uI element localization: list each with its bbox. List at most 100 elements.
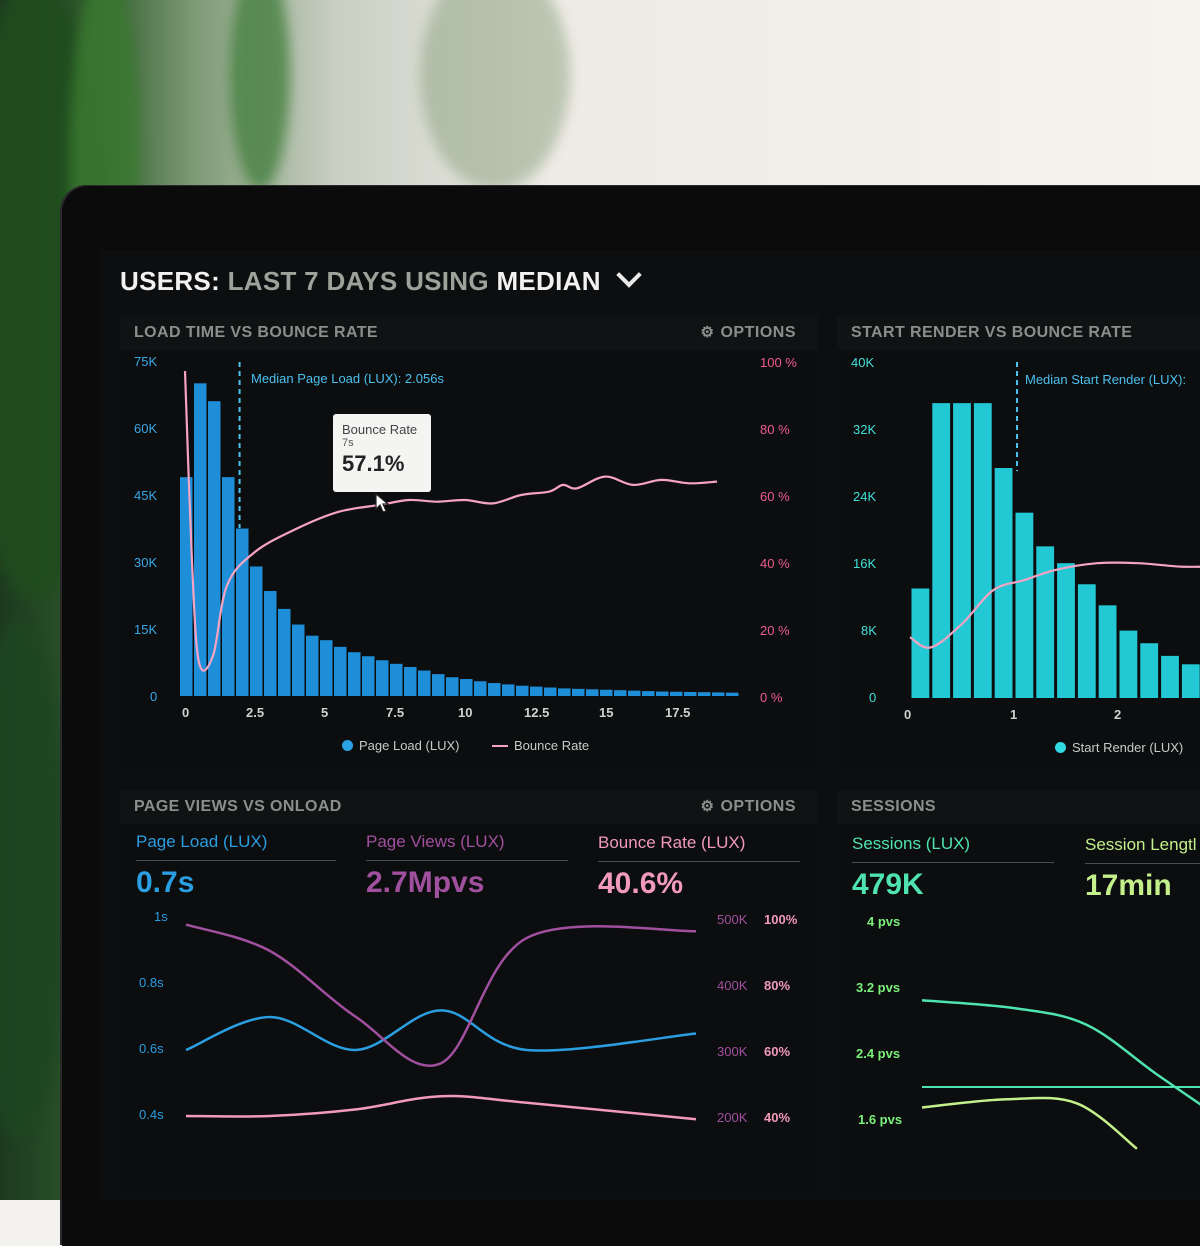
page-load-bar: [432, 674, 445, 696]
legend-line: [492, 745, 508, 747]
page-load-bar: [684, 691, 697, 696]
page-load-bar: [502, 684, 515, 696]
dashboard-title[interactable]: USERS: LAST 7 DAYS USING MEDIAN: [120, 262, 643, 297]
y-left-tick: 15K: [134, 622, 158, 637]
page-views-line: [185, 923, 697, 1067]
y-left-tick: 75K: [134, 354, 158, 369]
page-load-bar: [544, 687, 557, 696]
legend-bounce-rate[interactable]: Bounce Rate: [492, 738, 589, 753]
page-load-bar: [194, 383, 207, 696]
metric-divider: [136, 860, 336, 861]
start-render-bar: [911, 588, 930, 698]
start-render-bar: [973, 403, 992, 698]
page-load-bar: [362, 656, 375, 696]
x-tick: 0: [182, 705, 190, 720]
y-left-tick: 45K: [134, 488, 158, 503]
page-views-panel: PAGE VIEWS VS ONLOAD ⚙ OPTIONS Page Load …: [120, 790, 818, 1190]
dashboard-screen: USERS: LAST 7 DAYS USING MEDIAN LOAD TIM…: [100, 250, 1200, 1200]
start-render-bar: [932, 403, 951, 698]
legend-dot: [342, 740, 353, 751]
start-render-bar: [1057, 563, 1075, 698]
start-render-bar: [1161, 655, 1179, 698]
metric-label-page-load: Page Load (LUX): [136, 832, 268, 851]
page-load-bar: [446, 677, 459, 696]
page-views-chart: [185, 923, 697, 1121]
y-right-tick: 40 %: [760, 556, 790, 571]
start-render-bar: [1140, 643, 1159, 698]
median-annotation: Median Page Load (LUX): 2.056s: [251, 371, 444, 386]
x-tick: 12.5: [524, 705, 550, 720]
panel-title: START RENDER VS BOUNCE RATE: [837, 316, 1200, 350]
load-time-panel: LOAD TIME VS BOUNCE RATE ⚙ OPTIONS 75K 60…: [120, 316, 818, 766]
y-right-tick: 0 %: [760, 690, 783, 705]
gear-icon: ⚙: [700, 324, 715, 341]
page-load-bar: [628, 690, 641, 696]
legend-dot: [1055, 742, 1066, 753]
y-tick: 4 pvs: [867, 914, 901, 929]
metric-divider: [852, 862, 1054, 863]
page-load-bar: [530, 686, 543, 696]
page-load-bar: [600, 689, 613, 696]
y-tick: 1.6 pvs: [858, 1112, 903, 1127]
metric-value-bounce-rate: 40.6%: [598, 867, 684, 900]
y-right-tick: 60%: [764, 1044, 791, 1059]
start-render-bar: [953, 403, 971, 698]
plant-leaf: [420, 0, 570, 190]
y-right-tick: 100%: [764, 912, 798, 927]
y-right-tick: 80%: [764, 978, 791, 993]
page-load-line: [185, 1009, 697, 1052]
gear-icon: ⚙: [700, 798, 715, 815]
y-left-tick: 40K: [851, 355, 875, 370]
stat-selector: MEDIAN: [496, 266, 601, 296]
panel-title: SESSIONS: [837, 790, 1200, 824]
page-load-bar: [320, 640, 333, 696]
y-left-tick: 24K: [853, 489, 877, 504]
x-tick: 2: [1114, 707, 1122, 722]
options-button[interactable]: ⚙ OPTIONS: [701, 790, 796, 824]
page-load-bar: [306, 635, 319, 696]
y-mid-tick: 400K: [717, 978, 748, 993]
page-load-bar: [208, 401, 221, 696]
y-left-tick: 0: [150, 689, 158, 704]
y-left-tick: 60K: [134, 421, 158, 436]
start-render-bar: [1015, 512, 1034, 698]
options-button[interactable]: ⚙ OPTIONS: [701, 316, 796, 350]
page-load-bar: [222, 477, 235, 696]
metric-label-bounce-rate: Bounce Rate (LUX): [598, 833, 746, 852]
page-load-bar: [586, 689, 599, 696]
y-mid-tick: 500K: [717, 912, 748, 927]
page-load-bar: [404, 666, 417, 696]
load-time-chart: [180, 362, 739, 696]
page-load-bar: [376, 660, 389, 696]
panel-title: PAGE VIEWS VS ONLOAD ⚙ OPTIONS: [120, 790, 818, 824]
page-load-bar: [558, 688, 571, 696]
page-load-bar: [670, 691, 683, 696]
page-load-bar: [460, 679, 473, 696]
y-right-tick: 20 %: [760, 623, 790, 638]
page-load-bar: [656, 691, 669, 696]
y-left-tick: 0.6s: [139, 1041, 164, 1056]
y-right-tick: 40%: [764, 1110, 791, 1125]
start-render-chart: [909, 362, 1200, 698]
x-tick: 1: [1010, 707, 1018, 722]
median-annotation: Median Start Render (LUX):: [1025, 372, 1187, 387]
y-left-tick: 1s: [154, 909, 168, 924]
chevron-down-icon[interactable]: [616, 262, 643, 288]
page-load-bar: [236, 528, 249, 696]
x-tick: 5: [321, 705, 329, 720]
sessions-panel: SESSIONS Sessions (LUX) 479K Session Len…: [837, 790, 1200, 1190]
page-load-bar: [614, 690, 627, 696]
page-load-bar: [390, 663, 403, 696]
page-load-bar: [418, 670, 431, 696]
start-render-bar: [1098, 605, 1117, 698]
page-load-bar: [474, 681, 487, 696]
metric-label-session-length: Session Lengtl: [1085, 835, 1197, 854]
legend-start-render[interactable]: Start Render (LUX): [1055, 740, 1183, 755]
metric-divider: [366, 860, 568, 861]
x-tick: 2.5: [246, 705, 265, 720]
page-load-bar: [726, 692, 739, 696]
legend-page-load[interactable]: Page Load (LUX): [342, 738, 459, 753]
metric-value-page-views: 2.7Mpvs: [366, 866, 485, 899]
y-left-tick: 0.8s: [139, 975, 164, 990]
y-right-tick: 80 %: [760, 422, 790, 437]
